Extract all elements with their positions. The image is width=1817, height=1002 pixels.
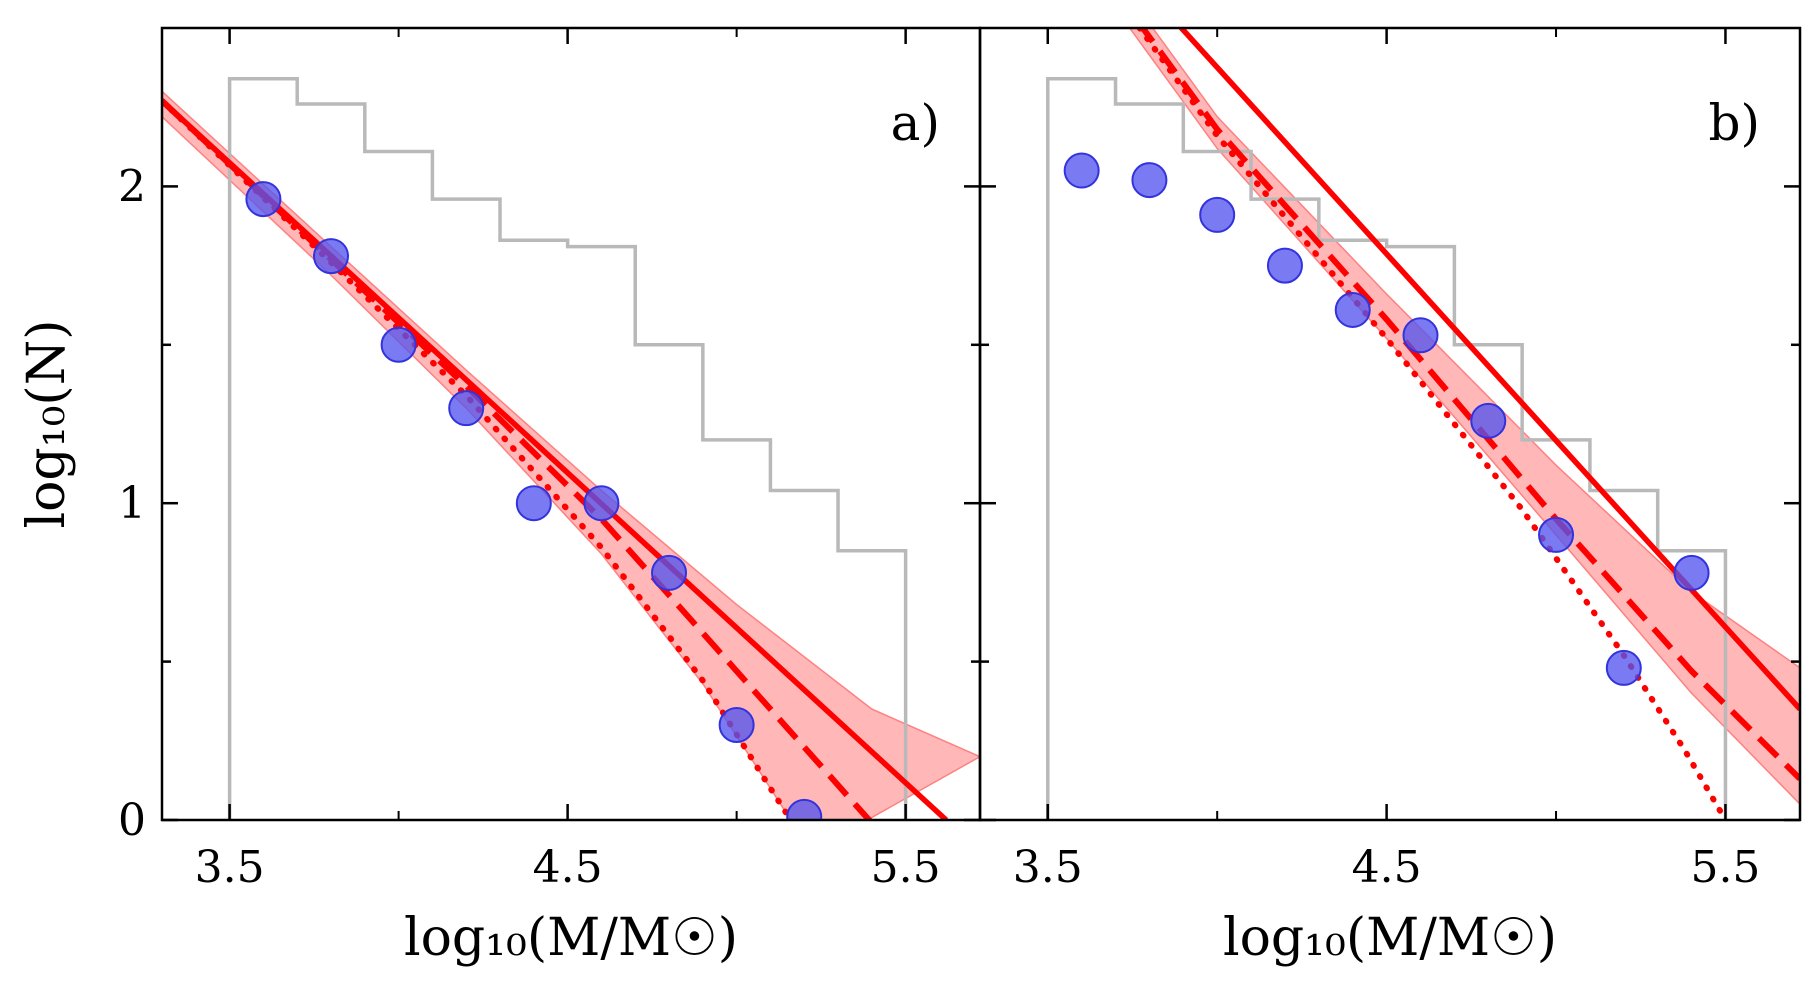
panel-b-data-point (1402, 317, 1439, 354)
panel-b-data-point (1470, 402, 1507, 439)
panel-b-data-point (1266, 247, 1303, 284)
y-axis-label: log₁₀(N) (17, 320, 77, 529)
panel-a-label: a) (891, 94, 940, 152)
panel-a-y-tick-label: 0 (118, 795, 146, 846)
panel-b-data-point (1673, 554, 1710, 591)
panel-a-data-point (515, 485, 552, 522)
panel-a-data-point (583, 485, 620, 522)
panel-b-data-point (1131, 162, 1168, 199)
panel-b-data-point (1334, 291, 1371, 328)
panel-b-ticks: 3.5 4.5 5.5 (980, 28, 1800, 893)
panel-b-plot-area (1046, 28, 1800, 820)
panel-b-x-tick-label: 4.5 (1352, 842, 1422, 893)
panel-b-x-axis-label: log₁₀(M/M☉) (1223, 908, 1557, 968)
panel-b-frame (978, 26, 1802, 822)
panel-b-x-tick-label: 3.5 (1013, 842, 1083, 893)
panel-b-solid-fit-line (1177, 28, 1800, 711)
panel-b-histogram (1046, 76, 1728, 820)
panel-a-x-axis-label: log₁₀(M/M☉) (404, 908, 738, 968)
panel-b-x-tick-label: 5.5 (1690, 842, 1760, 893)
panel-b-data-point (1063, 152, 1100, 189)
panel-b-confidence-band (1128, 28, 1800, 806)
panel-a-data-point (313, 238, 350, 275)
panel-b-data-point (1199, 196, 1236, 233)
panel-a-y-tick-label: 2 (118, 161, 146, 212)
panel-a-data-point (380, 326, 417, 363)
panel-a-histogram (227, 76, 908, 820)
panel-a-solid-fit-line (162, 98, 949, 820)
panel-a-data-point (448, 390, 485, 427)
panel-a-data-point (651, 554, 688, 591)
panel-a-x-tick-label: 4.5 (533, 842, 603, 893)
panel-b: 3.5 4.5 5.5 b) log₁₀(M/M☉) (978, 26, 1802, 968)
panel-a-x-tick-label: 3.5 (195, 842, 265, 893)
panel-a-data-point (245, 181, 282, 218)
panel-a-x-tick-label: 5.5 (871, 842, 941, 893)
panel-a-ticks: 3.5 4.5 5.5 0 1 2 (118, 28, 980, 893)
panel-a-plot-area (162, 76, 980, 820)
panel-b-dashed-fit-line (1139, 28, 1800, 781)
panel-a-y-tick-label: 1 (118, 478, 146, 529)
panel-a-confidence-band (162, 90, 980, 820)
panel-b-label: b) (1708, 94, 1760, 152)
panel-b-data-point (1538, 516, 1575, 553)
panel-b-dotted-fit-line (1135, 28, 1729, 820)
panel-a-data-point (786, 798, 823, 820)
panel-a: 3.5 4.5 5.5 0 1 2 a) log₁₀(M/M☉) log₁₀(N) (17, 26, 982, 968)
panel-a-data-point (718, 706, 755, 743)
panel-b-data-point (1605, 649, 1642, 686)
